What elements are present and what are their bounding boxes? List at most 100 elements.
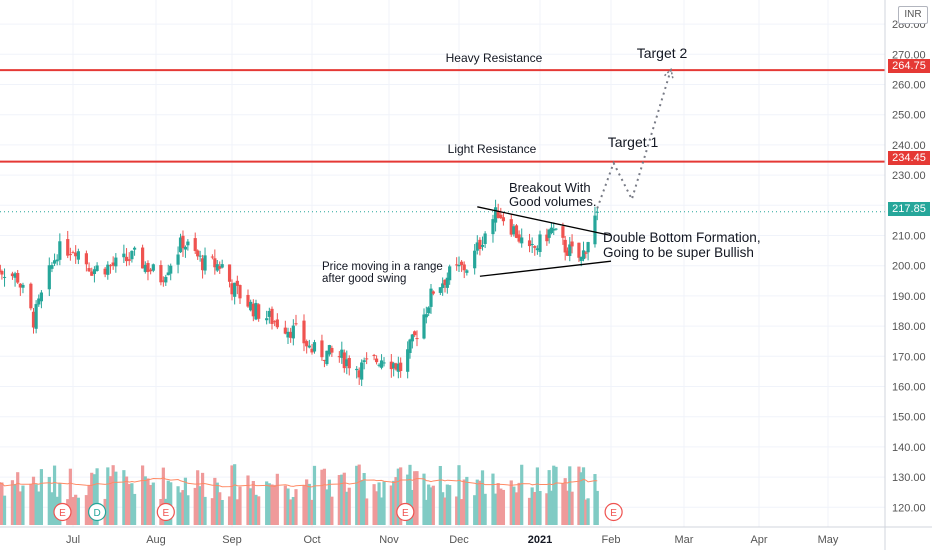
earnings-marker (156, 502, 175, 522)
price-tick-label: 250.00 (892, 110, 926, 122)
candle-body (330, 347, 334, 353)
resistance-lines[interactable] (0, 69, 885, 163)
time-tick-label: May (818, 534, 839, 546)
candle-body (501, 217, 506, 222)
candle-body (71, 252, 75, 254)
candle-body (164, 276, 168, 283)
candle-body (406, 349, 410, 372)
volume-bar (493, 493, 498, 525)
candle-body (58, 241, 62, 260)
volume-bar (392, 480, 396, 525)
candle-body (218, 266, 222, 269)
volume-bar (310, 499, 314, 525)
volume-bar (151, 482, 155, 525)
double-bottom-annotation-line1: Double Bottom Formation, (603, 230, 761, 245)
volume-bar (92, 474, 97, 525)
volume-bar (379, 497, 384, 525)
candle-body (220, 264, 224, 268)
price-tick-label: 230.00 (892, 170, 926, 182)
volume-bar (108, 476, 113, 525)
volume-bar (448, 485, 452, 525)
volume-bar (372, 484, 376, 525)
candle-body (76, 251, 80, 260)
candle-body (29, 283, 33, 309)
candle-body (275, 319, 279, 328)
volume-bar (203, 496, 207, 525)
candle-body (286, 331, 290, 338)
volume-bar (294, 489, 298, 525)
volume-bar (196, 470, 200, 525)
target-2-label: Target 2 (637, 45, 688, 61)
volume-bar (517, 482, 521, 525)
volume-bar (267, 483, 271, 525)
volume-bar (545, 493, 549, 525)
volume-bar (141, 465, 145, 525)
volume-bar (312, 465, 317, 525)
volume-bar (2, 495, 7, 525)
volume-bar (218, 492, 222, 525)
candle-body (13, 273, 17, 278)
volume-bar (357, 464, 361, 525)
volume-bar (530, 487, 534, 525)
volume-bar (457, 465, 461, 525)
volume-bar (355, 465, 359, 525)
volume-bar (460, 499, 464, 525)
grid (0, 0, 885, 527)
candle-body (66, 239, 70, 256)
double-bottom-annotation-line2: Going to be super Bullish (603, 245, 754, 260)
volume-bar (181, 490, 185, 525)
trendlines[interactable] (477, 206, 612, 277)
price-tick-label: 270.00 (892, 49, 926, 61)
currency-selector[interactable]: INR (898, 6, 928, 24)
volume-bar (143, 476, 147, 525)
volume-bar (176, 486, 180, 525)
candle-body (455, 264, 459, 266)
volume-bar (496, 483, 500, 525)
volume-bar (565, 490, 570, 525)
volume-bar (227, 496, 232, 525)
volume-bar (327, 479, 331, 525)
candle-body (273, 321, 277, 323)
candle-body (565, 250, 570, 256)
volume-bar (533, 491, 537, 525)
projected-path[interactable] (596, 67, 674, 209)
candle-body (509, 219, 513, 235)
candle-body (52, 260, 57, 264)
volume-bar (251, 480, 255, 525)
volume-bar (568, 466, 572, 525)
candle-body (374, 358, 379, 363)
candle-body (124, 256, 129, 262)
candle-body (196, 250, 200, 257)
volume-bar (413, 471, 417, 525)
volume-bar (399, 467, 403, 525)
candle-body (475, 242, 479, 251)
candle-body (92, 269, 97, 275)
volume-bar (39, 469, 43, 525)
time-tick-label: Sep (222, 534, 242, 546)
candle-body (514, 225, 519, 238)
volume-bar (302, 485, 306, 525)
candle-body (478, 239, 482, 250)
candle-body (233, 282, 237, 297)
candle-body (438, 287, 442, 293)
volume-bar (424, 499, 428, 525)
volume-bar (68, 468, 72, 525)
candle-body (360, 362, 364, 380)
target-1-label: Target 1 (608, 134, 659, 150)
volume-bar (593, 474, 597, 525)
volume-bar (337, 475, 341, 525)
volume-bar (394, 477, 398, 525)
volume-bar (347, 487, 351, 525)
candle-body (103, 268, 107, 275)
volume-bar (283, 485, 287, 525)
candle-body (581, 250, 586, 260)
volume-bar (186, 495, 190, 525)
volume-bar (527, 497, 532, 525)
candle-body (355, 368, 359, 371)
time-tick-label: Apr (750, 534, 767, 546)
volume-bar (547, 470, 551, 525)
candle-body (340, 349, 344, 358)
